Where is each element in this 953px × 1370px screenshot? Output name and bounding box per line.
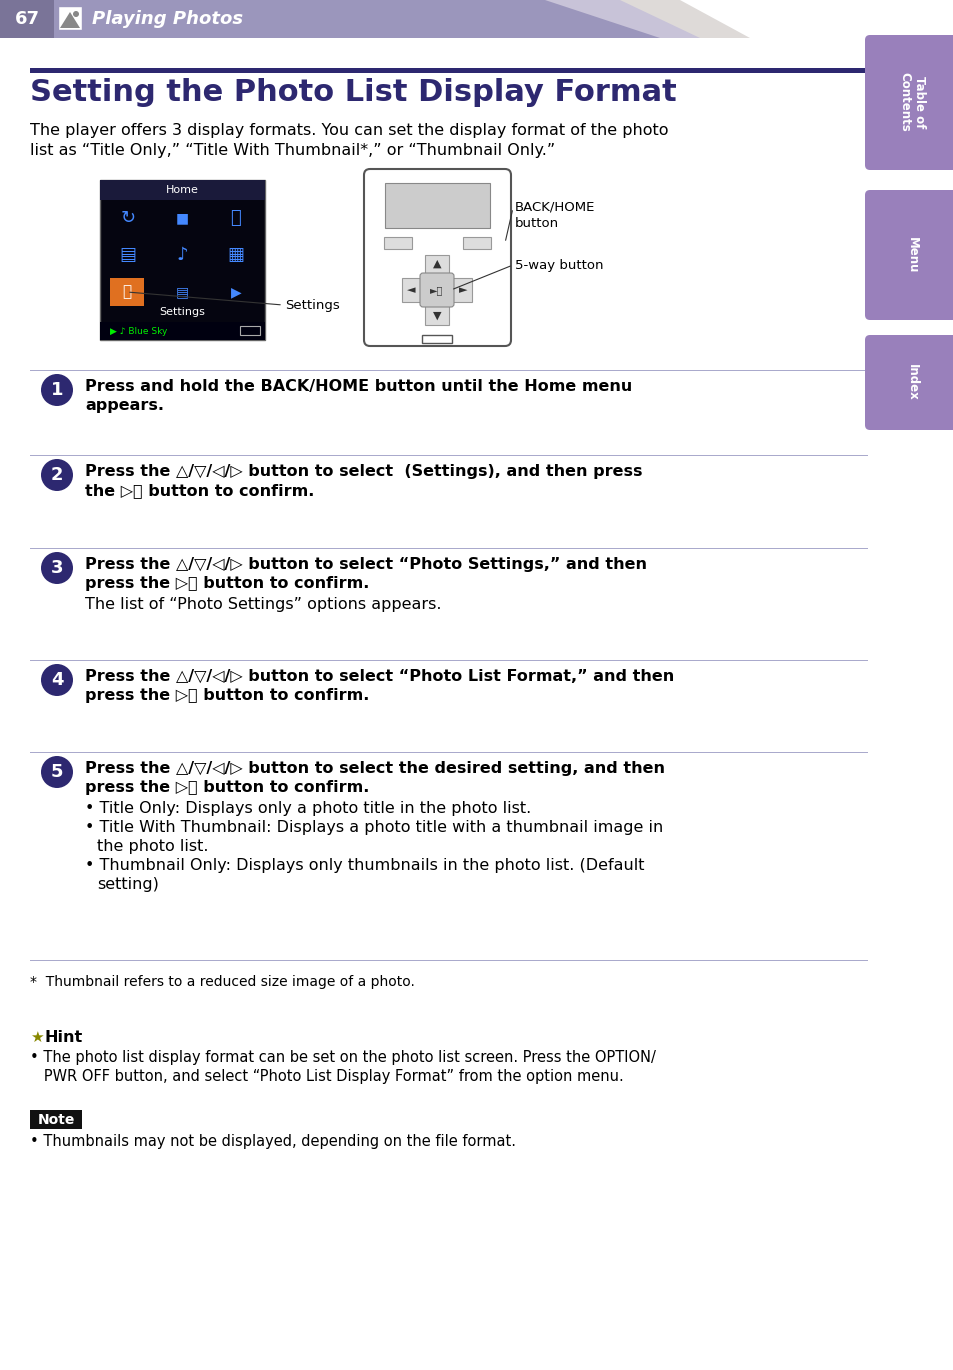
Text: Settings: Settings — [159, 307, 205, 316]
Text: ►⎯: ►⎯ — [430, 285, 443, 295]
Text: ⌕: ⌕ — [231, 210, 241, 227]
Text: press the ▷⎯ button to confirm.: press the ▷⎯ button to confirm. — [85, 780, 369, 795]
Text: • The photo list display format can be set on the photo list screen. Press the O: • The photo list display format can be s… — [30, 1049, 656, 1064]
Text: ▤: ▤ — [119, 247, 136, 264]
Text: Press the △/▽/◁/▷ button to select “Photo Settings,” and then: Press the △/▽/◁/▷ button to select “Phot… — [85, 558, 646, 573]
FancyBboxPatch shape — [419, 273, 454, 307]
Circle shape — [170, 206, 193, 230]
FancyBboxPatch shape — [864, 36, 953, 170]
Text: press the ▷⎯ button to confirm.: press the ▷⎯ button to confirm. — [85, 688, 369, 703]
Bar — [424, 255, 449, 325]
Bar — [100, 179, 265, 340]
Text: Table of
Contents: Table of Contents — [897, 73, 925, 132]
Text: The player offers 3 display formats. You can set the display format of the photo: The player offers 3 display formats. You… — [30, 123, 668, 138]
Bar — [462, 237, 491, 249]
Text: Press the △/▽/◁/▷ button to select  (Settings), and then press: Press the △/▽/◁/▷ button to select (Sett… — [85, 464, 641, 479]
Text: ▦: ▦ — [227, 247, 244, 264]
Text: the photo list.: the photo list. — [97, 838, 209, 854]
Bar — [401, 278, 472, 301]
Text: ▶ ♪ Blue Sky: ▶ ♪ Blue Sky — [110, 326, 167, 336]
Text: ►: ► — [458, 285, 467, 295]
Text: BACK/HOME
button: BACK/HOME button — [515, 200, 595, 230]
Text: *  Thumbnail refers to a reduced size image of a photo.: * Thumbnail refers to a reduced size ima… — [30, 975, 415, 989]
Text: appears.: appears. — [85, 399, 164, 412]
Bar — [100, 322, 265, 340]
Text: 4: 4 — [51, 671, 63, 689]
Text: Hint: Hint — [45, 1030, 83, 1045]
Bar — [0, 0, 54, 38]
Bar — [30, 1110, 82, 1129]
Text: ▶: ▶ — [231, 285, 241, 299]
Text: press the ▷⎯ button to confirm.: press the ▷⎯ button to confirm. — [85, 575, 369, 590]
Text: • Title With Thumbnail: Displays a photo title with a thumbnail image in: • Title With Thumbnail: Displays a photo… — [85, 821, 662, 834]
Bar — [240, 326, 260, 336]
Text: 67: 67 — [14, 10, 39, 27]
Text: Press the △/▽/◁/▷ button to select “Photo List Format,” and then: Press the △/▽/◁/▷ button to select “Phot… — [85, 669, 674, 684]
Text: • Thumbnail Only: Displays only thumbnails in the photo list. (Default: • Thumbnail Only: Displays only thumbnai… — [85, 858, 644, 873]
Text: 5: 5 — [51, 763, 63, 781]
Bar — [421, 336, 452, 342]
FancyBboxPatch shape — [864, 336, 953, 430]
Text: The list of “Photo Settings” options appears.: The list of “Photo Settings” options app… — [85, 597, 441, 612]
Text: Settings: Settings — [285, 299, 339, 311]
Text: the ▷⎯ button to confirm.: the ▷⎯ button to confirm. — [85, 484, 314, 499]
Bar — [385, 184, 490, 227]
Text: 3: 3 — [51, 559, 63, 577]
Circle shape — [73, 11, 79, 16]
Text: ■: ■ — [175, 211, 189, 225]
Circle shape — [41, 664, 73, 696]
Text: ⛷: ⛷ — [122, 285, 132, 300]
Text: Menu: Menu — [904, 237, 918, 273]
Text: ◄: ◄ — [406, 285, 415, 295]
Text: Index: Index — [904, 363, 918, 400]
Text: Press and hold the BACK/HOME button until the Home menu: Press and hold the BACK/HOME button unti… — [85, 379, 632, 395]
Text: Setting the Photo List Display Format: Setting the Photo List Display Format — [30, 78, 676, 107]
Text: ♪: ♪ — [176, 247, 188, 264]
Polygon shape — [619, 0, 953, 38]
Polygon shape — [544, 0, 953, 38]
FancyBboxPatch shape — [864, 190, 953, 321]
Text: ▲: ▲ — [433, 259, 441, 269]
Bar — [0, 0, 953, 38]
Bar — [110, 278, 144, 306]
Text: list as “Title Only,” “Title With Thumbnail*,” or “Thumbnail Only.”: list as “Title Only,” “Title With Thumbn… — [30, 142, 555, 158]
Bar — [100, 179, 265, 200]
Circle shape — [41, 459, 73, 490]
Text: 2: 2 — [51, 466, 63, 484]
Bar — [384, 237, 412, 249]
Bar — [58, 5, 82, 30]
Bar — [30, 68, 867, 73]
Circle shape — [41, 756, 73, 788]
Text: ▤: ▤ — [175, 285, 189, 299]
Text: setting): setting) — [97, 877, 159, 892]
Text: • Title Only: Displays only a photo title in the photo list.: • Title Only: Displays only a photo titl… — [85, 801, 531, 817]
Circle shape — [41, 374, 73, 406]
Text: Home: Home — [166, 185, 199, 195]
Text: ▼: ▼ — [433, 311, 441, 321]
Text: Note: Note — [37, 1112, 74, 1126]
Text: Press the △/▽/◁/▷ button to select the desired setting, and then: Press the △/▽/◁/▷ button to select the d… — [85, 760, 664, 775]
Circle shape — [116, 206, 140, 230]
Text: • Thumbnails may not be displayed, depending on the file format.: • Thumbnails may not be displayed, depen… — [30, 1134, 516, 1149]
Polygon shape — [679, 0, 953, 38]
Text: 5-way button: 5-way button — [515, 259, 603, 271]
FancyBboxPatch shape — [364, 169, 511, 347]
Text: ★: ★ — [30, 1030, 44, 1045]
Circle shape — [41, 552, 73, 584]
Circle shape — [224, 206, 248, 230]
Text: 1: 1 — [51, 381, 63, 399]
Text: PWR OFF button, and select “Photo List Display Format” from the option menu.: PWR OFF button, and select “Photo List D… — [30, 1069, 623, 1084]
Text: ↻: ↻ — [120, 210, 135, 227]
PathPatch shape — [60, 12, 80, 27]
Text: Playing Photos: Playing Photos — [91, 10, 243, 27]
